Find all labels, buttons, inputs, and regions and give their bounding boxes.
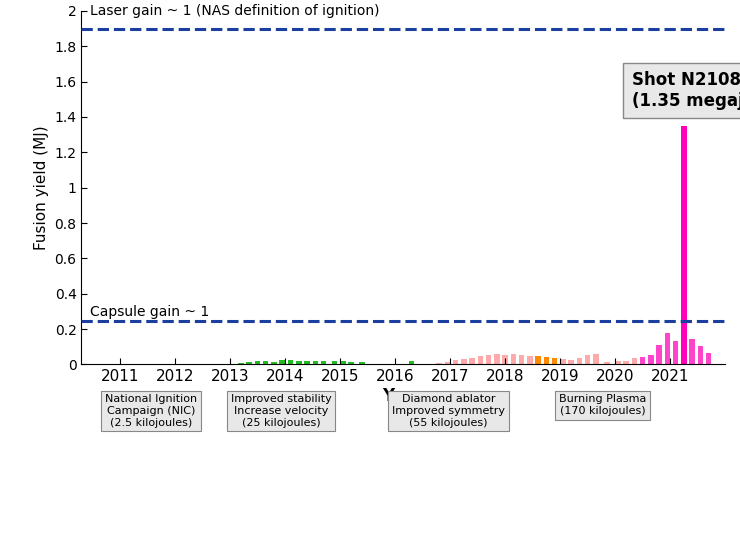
Bar: [502, 355, 508, 364]
Bar: [527, 356, 533, 364]
Bar: [535, 356, 541, 364]
Bar: [288, 360, 293, 364]
Bar: [349, 362, 354, 364]
Text: Laser gain ~ 1 (NAS definition of ignition): Laser gain ~ 1 (NAS definition of igniti…: [90, 4, 379, 18]
Bar: [706, 353, 711, 364]
Bar: [320, 361, 326, 364]
Bar: [632, 358, 637, 364]
Text: National Ignition
Campaign (NIC)
(2.5 kilojoules): National Ignition Campaign (NIC) (2.5 ki…: [105, 394, 197, 428]
Bar: [340, 361, 346, 364]
Bar: [568, 360, 574, 364]
Bar: [296, 361, 301, 364]
Bar: [648, 355, 653, 364]
Bar: [469, 358, 475, 364]
Bar: [604, 362, 610, 364]
Bar: [408, 361, 414, 364]
Bar: [552, 358, 557, 364]
Bar: [593, 354, 599, 364]
Text: Diamond ablator
Improved symmetry
(55 kilojoules): Diamond ablator Improved symmetry (55 ki…: [392, 394, 505, 428]
Text: Burning Plasma
(170 kilojoules): Burning Plasma (170 kilojoules): [559, 394, 647, 416]
Bar: [255, 361, 260, 364]
Bar: [690, 339, 695, 364]
Bar: [238, 363, 243, 364]
Y-axis label: Fusion yield (MJ): Fusion yield (MJ): [34, 125, 49, 250]
Bar: [623, 361, 629, 364]
Bar: [656, 345, 662, 364]
Bar: [673, 341, 679, 364]
Bar: [477, 356, 483, 364]
Bar: [445, 362, 450, 364]
Bar: [698, 346, 703, 364]
Bar: [576, 358, 582, 364]
Bar: [682, 126, 687, 364]
Bar: [511, 354, 516, 364]
Bar: [263, 361, 269, 364]
Bar: [437, 363, 442, 364]
Bar: [272, 362, 277, 364]
Bar: [486, 355, 491, 364]
Bar: [246, 362, 252, 364]
X-axis label: Year: Year: [383, 387, 424, 405]
Bar: [519, 355, 525, 364]
Bar: [560, 359, 565, 364]
Bar: [332, 361, 337, 364]
Bar: [494, 354, 500, 364]
Bar: [312, 361, 318, 364]
Text: Shot N210808
(1.35 megajoules): Shot N210808 (1.35 megajoules): [632, 71, 740, 110]
Bar: [280, 360, 285, 364]
Bar: [453, 360, 458, 364]
Bar: [615, 361, 621, 364]
Bar: [544, 357, 549, 364]
Bar: [640, 357, 645, 364]
Bar: [585, 355, 591, 364]
Bar: [665, 332, 670, 364]
Bar: [304, 361, 310, 364]
Text: Improved stability
Increase velocity
(25 kilojoules): Improved stability Increase velocity (25…: [231, 394, 332, 428]
Bar: [360, 362, 365, 364]
Text: Capsule gain ~ 1: Capsule gain ~ 1: [90, 305, 209, 319]
Bar: [461, 359, 467, 364]
